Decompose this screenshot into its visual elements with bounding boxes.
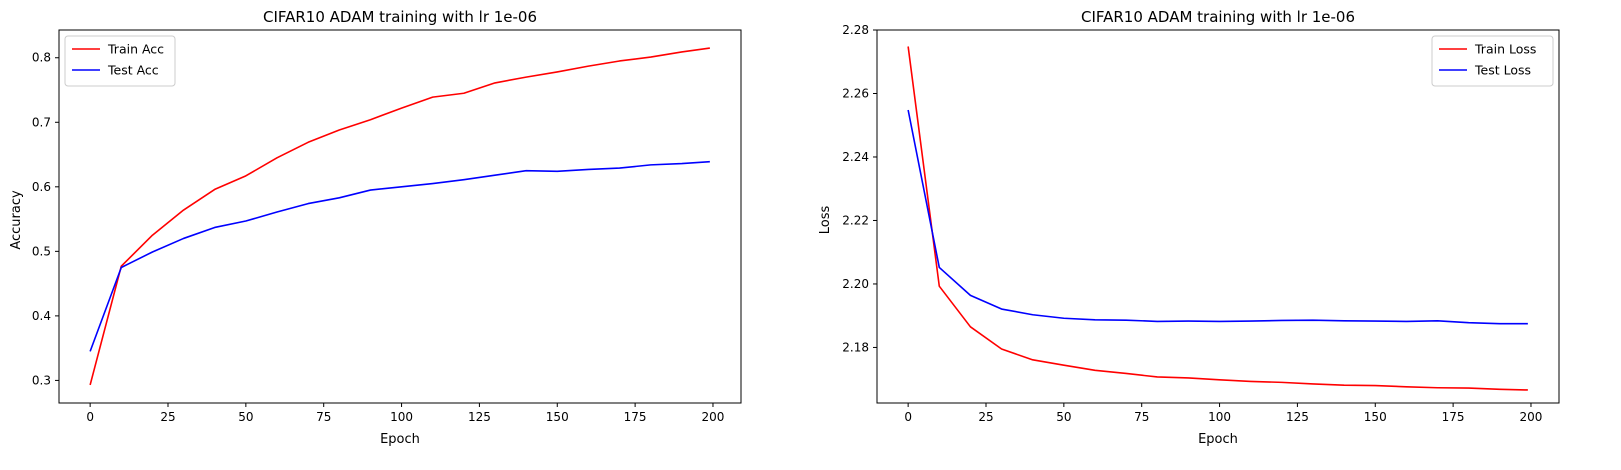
- legend-label-test-acc: Test Acc: [107, 63, 159, 78]
- loss-y-tick-label-3: 2.24: [842, 150, 869, 164]
- accuracy-x-tick-label-4: 100: [390, 410, 413, 424]
- accuracy-x-tick-label-5: 125: [468, 410, 491, 424]
- accuracy-y-tick-label-2: 0.5: [32, 244, 51, 258]
- loss-x-tick-label-6: 150: [1364, 410, 1387, 424]
- loss-x-tick-label-1: 25: [978, 410, 993, 424]
- accuracy-chart-title: CIFAR10 ADAM training with lr 1e-06: [263, 8, 537, 26]
- loss-x-tick-label-3: 75: [1134, 410, 1149, 424]
- accuracy-x-tick-label-3: 75: [316, 410, 331, 424]
- accuracy-x-axis-label: Epoch: [380, 432, 420, 447]
- series-line-test-acc: [89, 160, 710, 352]
- accuracy-legend: Train Acc Test Acc: [64, 35, 176, 87]
- accuracy-plot-frame: [58, 29, 742, 404]
- accuracy-x-tick-label-8: 200: [702, 410, 725, 424]
- loss-x-axis-label: Epoch: [1198, 432, 1238, 447]
- loss-y-tick-label-0: 2.18: [842, 340, 869, 354]
- accuracy-y-tick-label-1: 0.4: [32, 309, 51, 323]
- loss-plot-frame: [876, 29, 1560, 404]
- loss-y-tick-label-4: 2.26: [842, 86, 869, 100]
- legend-label-train-acc: Train Acc: [107, 42, 164, 57]
- loss-chart-title: CIFAR10 ADAM training with lr 1e-06: [1081, 8, 1355, 26]
- accuracy-x-tick-label-6: 150: [546, 410, 569, 424]
- accuracy-x-tick-label-2: 50: [238, 410, 253, 424]
- series-line-test-loss: [907, 109, 1528, 325]
- loss-x-tick-label-7: 175: [1442, 410, 1465, 424]
- accuracy-y-tick-label-3: 0.6: [32, 180, 51, 194]
- legend-label-test-loss: Test Loss: [1474, 63, 1531, 78]
- accuracy-x-tick-label-0: 0: [86, 410, 94, 424]
- loss-x-tick-label-5: 125: [1286, 410, 1309, 424]
- loss-x-tick-label-4: 100: [1208, 410, 1231, 424]
- loss-x-tick-label-2: 50: [1056, 410, 1071, 424]
- series-line-train-loss: [907, 46, 1528, 391]
- loss-y-axis-label: Loss: [818, 206, 833, 235]
- loss-y-tick-label-2: 2.22: [842, 213, 869, 227]
- accuracy-x-tick-label-1: 25: [160, 410, 175, 424]
- loss-x-tick-label-0: 0: [904, 410, 912, 424]
- loss-y-tick-label-1: 2.20: [842, 277, 869, 291]
- legend-label-train-loss: Train Loss: [1474, 42, 1536, 57]
- loss-y-tick-label-5: 2.28: [842, 23, 869, 37]
- loss-legend: Train Loss Test Loss: [1431, 35, 1554, 87]
- loss-x-tick-label-8: 200: [1520, 410, 1543, 424]
- accuracy-y-tick-label-4: 0.7: [32, 115, 51, 129]
- accuracy-y-tick-label-5: 0.8: [32, 51, 51, 65]
- series-line-train-acc: [89, 47, 710, 386]
- accuracy-x-tick-label-7: 175: [624, 410, 647, 424]
- accuracy-y-tick-label-0: 0.3: [32, 373, 51, 387]
- accuracy-y-axis-label: Accuracy: [9, 190, 24, 250]
- loss-chart: CIFAR10 ADAM training with lr 1e-06 Epoc…: [818, 8, 1560, 447]
- accuracy-chart: CIFAR10 ADAM training with lr 1e-06 Epoc…: [9, 8, 742, 447]
